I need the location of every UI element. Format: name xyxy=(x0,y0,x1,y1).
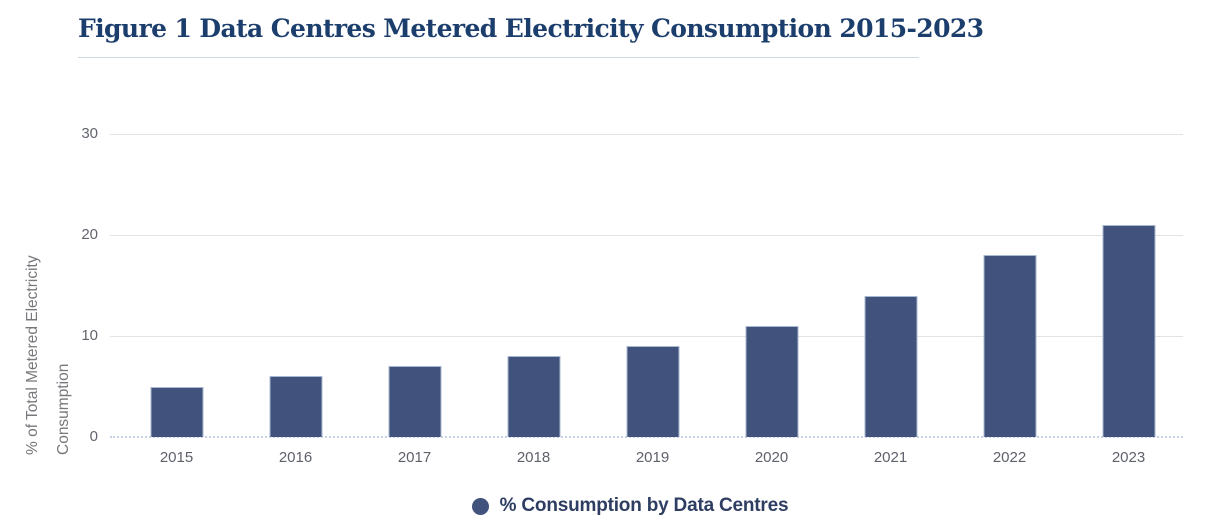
x-axis-labels: 2015 2016 2017 2018 2019 2020 2021 2022 2023 xyxy=(117,449,1188,466)
legend: % Consumption by Data Centres xyxy=(0,495,1212,517)
y-axis-title: % of Total Metered Electricity Consumpti… xyxy=(17,255,79,455)
x-tick-label-2017: 2017 xyxy=(397,449,432,466)
bar-slot-2021 xyxy=(831,134,950,437)
plot-area xyxy=(110,134,1183,438)
bar-2020[interactable] xyxy=(745,325,798,437)
gridline-y30 xyxy=(110,134,1183,135)
bar-slot-2018 xyxy=(474,134,593,437)
bar-2016[interactable] xyxy=(269,376,322,437)
x-tick-label-2016: 2016 xyxy=(278,449,313,466)
y-tick-label-20: 20 xyxy=(81,226,98,243)
bar-2021[interactable] xyxy=(864,295,917,437)
bar-slot-2022 xyxy=(950,134,1069,437)
figure-title: Figure 1 Data Centres Metered Electricit… xyxy=(78,14,984,43)
x-tick-label-2022: 2022 xyxy=(992,449,1027,466)
gridline-y20 xyxy=(110,235,1183,236)
bars-container xyxy=(117,134,1188,437)
x-tick-label-2021: 2021 xyxy=(873,449,908,466)
bar-slot-2016 xyxy=(236,134,355,437)
bar-2019[interactable] xyxy=(626,346,679,437)
y-tick-label-0: 0 xyxy=(89,428,98,445)
bar-slot-2020 xyxy=(712,134,831,437)
bar-2017[interactable] xyxy=(388,366,441,437)
bar-slot-2017 xyxy=(355,134,474,437)
bar-2022[interactable] xyxy=(983,255,1036,437)
legend-marker-icon xyxy=(471,497,489,515)
legend-item-data-centres[interactable]: % Consumption by Data Centres xyxy=(471,495,789,517)
y-tick-label-10: 10 xyxy=(81,327,98,344)
bar-2023[interactable] xyxy=(1102,224,1155,437)
x-axis-baseline xyxy=(110,436,1183,438)
legend-label: % Consumption by Data Centres xyxy=(499,495,789,516)
bar-2015[interactable] xyxy=(150,386,203,437)
x-tick-label-2015: 2015 xyxy=(159,449,194,466)
bar-2018[interactable] xyxy=(507,356,560,437)
x-tick-label-2023: 2023 xyxy=(1111,449,1146,466)
y-tick-label-30: 30 xyxy=(81,125,98,142)
x-tick-label-2019: 2019 xyxy=(635,449,670,466)
title-underline xyxy=(78,57,919,58)
bar-slot-2019 xyxy=(593,134,712,437)
x-tick-label-2018: 2018 xyxy=(516,449,551,466)
y-axis-title-line2: Consumption xyxy=(55,363,72,455)
bar-slot-2015 xyxy=(117,134,236,437)
y-axis-title-line1: % of Total Metered Electricity xyxy=(24,255,41,455)
bar-slot-2023 xyxy=(1069,134,1188,437)
gridline-y10 xyxy=(110,336,1183,337)
x-tick-label-2020: 2020 xyxy=(754,449,789,466)
